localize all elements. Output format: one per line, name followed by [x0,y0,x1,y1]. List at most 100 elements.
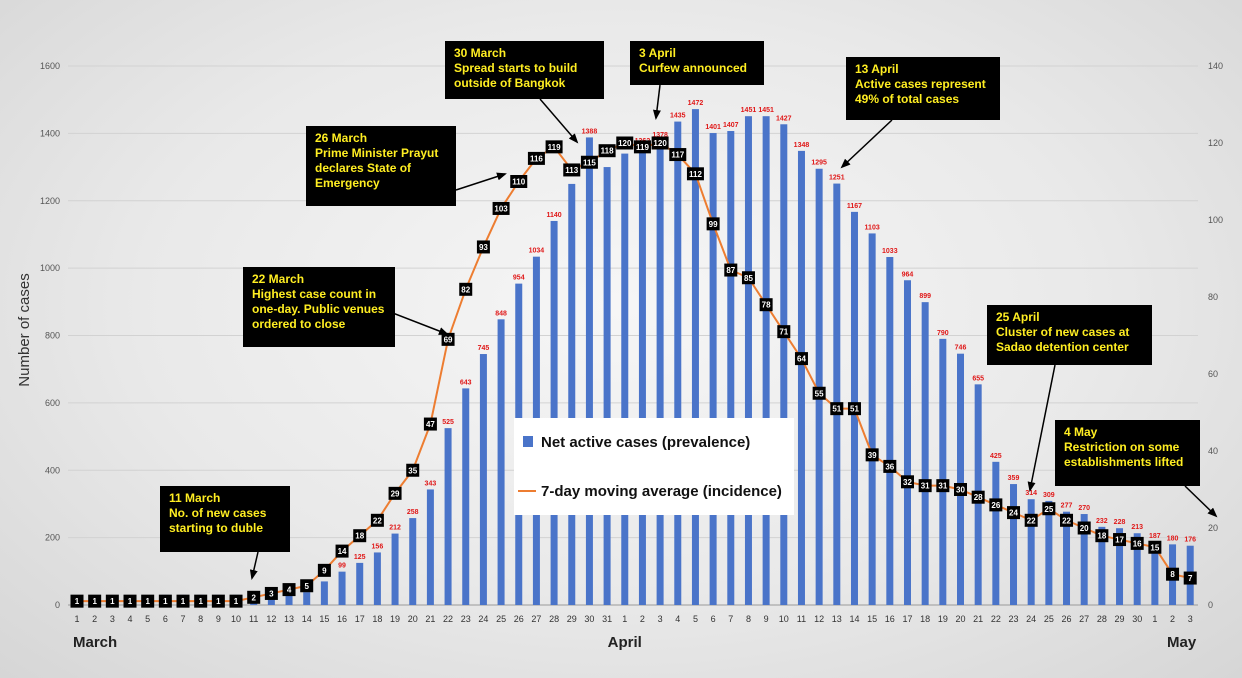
x-tick-label: 24 [478,614,488,624]
moving-average-data-label: 28 [974,493,983,502]
bar-data-label: 1388 [582,128,598,135]
moving-average-marker [476,240,490,254]
moving-average-data-label: 82 [461,285,470,294]
bar [674,121,682,605]
y2-tick-label: 40 [1208,446,1218,456]
annotation-box [1055,420,1200,486]
moving-average-data-label: 103 [494,204,508,213]
x-tick-label: 1 [622,614,627,624]
moving-average-data-label: 39 [868,451,877,460]
annotation-box [243,267,395,347]
bar [285,592,293,605]
legend-line-label: 7-day moving average (incidence) [541,483,782,500]
moving-average-marker [759,298,773,312]
month-label: March [73,634,117,651]
moving-average-data-label: 35 [408,466,417,475]
bar-data-label: 156 [372,543,384,550]
x-tick-label: 4 [675,614,680,624]
moving-average-marker [1113,533,1127,547]
annotation-text: No. of new cases [169,506,267,520]
moving-average-data-label: 22 [373,516,382,525]
x-tick-label: 31 [602,614,612,624]
line-series-moving-average [77,141,1191,603]
bar-data-label: 343 [425,480,437,487]
bar-data-label: 1378 [652,132,668,139]
moving-average-data-label: 16 [1133,539,1142,548]
x-tick-label: 11 [249,614,258,624]
legend-bar-label: Net active cases (prevalence) [541,434,750,451]
moving-average-marker [492,201,510,215]
annotation-arrow [455,172,507,191]
bar-data-label: 232 [1096,518,1108,525]
bar [744,116,752,606]
bar-data-label: 125 [354,554,366,561]
y-tick-label: 1400 [40,128,60,138]
moving-average-data-label: 8 [1170,570,1175,579]
bar-data-label: 180 [1167,535,1179,542]
x-tick-label: 8 [746,614,751,624]
moving-average-marker [194,594,208,608]
x-tick-label: 14 [302,614,312,624]
moving-average-marker [229,594,243,608]
bar [356,562,364,605]
moving-average-data-label: 1 [234,597,239,606]
y-tick-label: 800 [45,331,60,341]
y-tick-label: 1000 [40,263,60,273]
bar [603,167,611,605]
moving-average-marker [123,594,137,608]
bar [479,354,487,605]
annotation-box [445,41,604,99]
x-tick-label: 12 [814,614,824,624]
moving-average-marker [105,594,119,608]
bar [550,220,558,605]
axes: 0 200 400 600 800 1000 1200 1400 1600 0 20 40 60 80 10… [16,61,1223,651]
moving-average-data-label: 1 [110,597,115,606]
bar-data-label: 1427 [776,115,792,122]
moving-average-data-label: 47 [426,420,435,429]
moving-average-marker [847,402,861,416]
x-tick-label: 15 [319,614,329,624]
annotation-text: Sadao detention center [996,340,1129,354]
moving-average-marker [616,136,634,150]
moving-average-marker [669,148,687,162]
y2-tick-label: 80 [1208,292,1218,302]
moving-average-data-label: 119 [636,143,649,152]
x-tick-label: 18 [372,614,382,624]
bar-data-label: 790 [937,330,949,337]
bar [833,183,841,605]
annotation-text: 30 March [454,46,506,60]
bar-data-label: 270 [1078,505,1090,512]
bar [992,461,1000,605]
moving-average-marker [651,136,669,150]
annotation-arrow [539,98,579,144]
moving-average-data-label: 22 [1062,516,1071,525]
bar-data-label: 1451 [758,107,774,114]
bar [709,133,717,605]
moving-average-marker [353,529,367,543]
x-tick-label: 9 [764,614,769,624]
x-tick-label: 1 [74,614,79,624]
moving-average-marker [1024,513,1038,527]
x-tick-label: 13 [284,614,294,624]
moving-average-marker [633,140,651,154]
x-tick-label: 19 [390,614,400,624]
moving-average-data-label: 85 [744,274,753,283]
x-tick-label: 6 [711,614,716,624]
annotation-text: Active cases represent [855,77,986,91]
moving-average-data-label: 64 [797,355,806,364]
bar-data-label: 212 [389,525,401,532]
x-tick-label: 26 [1062,614,1072,624]
x-tick-label: 3 [110,614,115,624]
moving-average-marker [282,583,296,597]
moving-average-marker [918,479,932,493]
x-tick-label: 10 [779,614,789,624]
x-tick-label: 21 [425,614,435,624]
bar-data-label: 655 [972,375,984,382]
moving-average-marker [812,386,826,400]
y2-tick-label: 60 [1208,369,1218,379]
x-tick-label: 19 [938,614,948,624]
moving-average-data-label: 93 [479,243,488,252]
moving-average-marker [158,594,172,608]
bar [497,319,505,605]
bar [1063,511,1071,605]
